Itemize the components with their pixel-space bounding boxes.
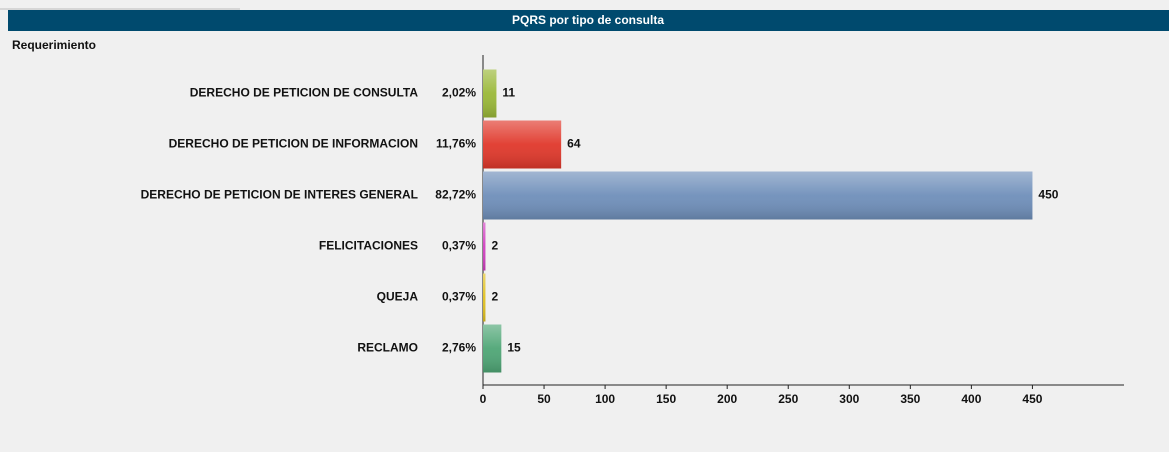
value-label: 2 (491, 290, 498, 304)
bar-shine (483, 171, 1033, 220)
x-tick-label: 200 (717, 392, 737, 406)
bar-shine (483, 324, 502, 373)
bar-shine (483, 273, 486, 322)
x-tick-label: 450 (1022, 392, 1042, 406)
value-label: 450 (1038, 188, 1058, 202)
value-label: 15 (507, 341, 521, 355)
percent-label: 2,76% (442, 341, 476, 355)
x-tick-label: 400 (961, 392, 981, 406)
x-tick-label: 350 (900, 392, 920, 406)
value-label: 2 (491, 239, 498, 253)
title-bar (8, 10, 1169, 31)
x-tick-label: 50 (537, 392, 551, 406)
percent-label: 0,37% (442, 239, 476, 253)
x-tick-label: 250 (778, 392, 798, 406)
category-label: DERECHO DE PETICION DE CONSULTA (190, 86, 419, 100)
x-tick-label: 0 (480, 392, 487, 406)
category-label: RECLAMO (357, 341, 418, 355)
value-label: 11 (502, 86, 515, 100)
bar-shine (483, 69, 497, 118)
bar-shine (483, 222, 486, 271)
percent-label: 82,72% (435, 188, 476, 202)
percent-label: 0,37% (442, 290, 476, 304)
category-label: QUEJA (377, 290, 419, 304)
x-tick-label: 150 (656, 392, 676, 406)
category-label: DERECHO DE PETICION DE INFORMACION (169, 137, 418, 151)
x-tick-label: 300 (839, 392, 859, 406)
axis-label: Requerimiento (12, 38, 96, 52)
x-tick-label: 100 (595, 392, 615, 406)
category-label: FELICITACIONES (319, 239, 418, 253)
category-label: DERECHO DE PETICION DE INTERES GENERAL (141, 188, 418, 202)
percent-label: 2,02% (442, 86, 476, 100)
chart-title: PQRS por tipo de consulta (512, 13, 664, 27)
percent-label: 11,76% (436, 137, 476, 151)
bar-shine (483, 120, 562, 169)
value-label: 64 (567, 137, 581, 151)
